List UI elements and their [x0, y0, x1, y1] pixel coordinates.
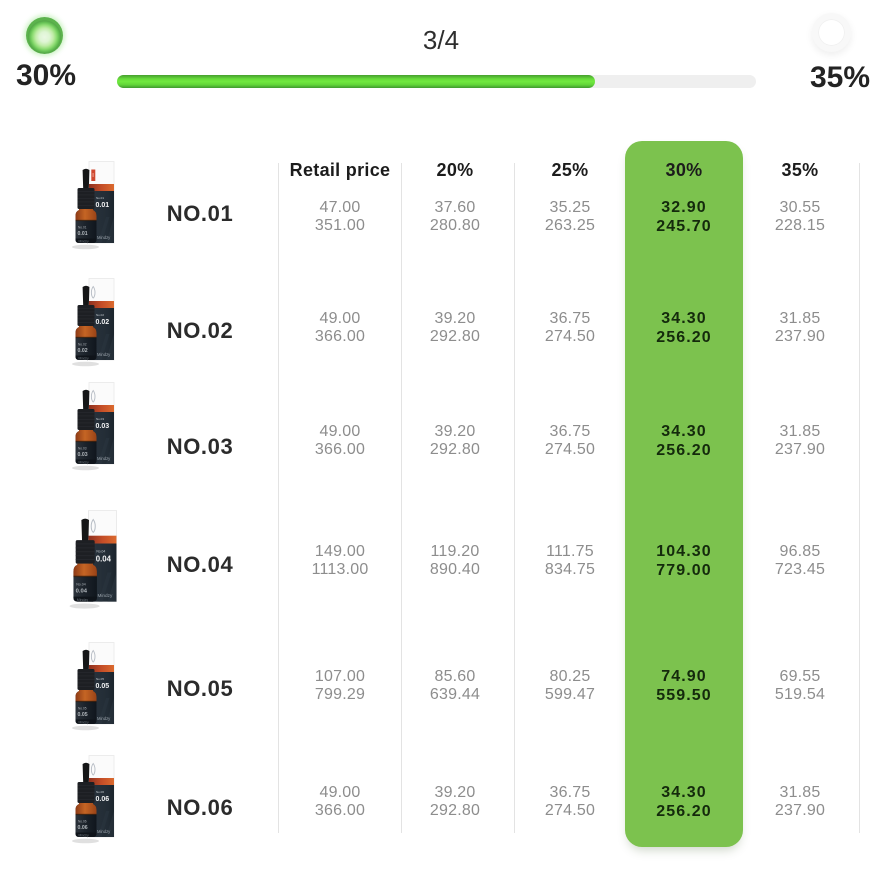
- svg-text:Mindzy: Mindzy: [97, 716, 111, 721]
- svg-text:Mindzy: Mindzy: [79, 834, 90, 838]
- svg-text:0.01: 0.01: [96, 202, 110, 209]
- svg-text:0.04: 0.04: [96, 554, 112, 563]
- svg-text:0.06: 0.06: [96, 796, 110, 803]
- svg-text:No.01: No.01: [96, 196, 104, 200]
- svg-text:No.06: No.06: [96, 790, 104, 794]
- svg-text:Mindzy: Mindzy: [97, 456, 111, 461]
- svg-text:Mindzy: Mindzy: [79, 721, 90, 725]
- svg-text:No.05: No.05: [78, 707, 87, 711]
- svg-text:No.03: No.03: [96, 417, 104, 421]
- svg-text:Mindzy: Mindzy: [79, 240, 90, 244]
- svg-text:0.01: 0.01: [78, 231, 88, 237]
- svg-text:No.04: No.04: [76, 582, 86, 586]
- svg-text:No.02: No.02: [96, 313, 104, 317]
- svg-text:0.02: 0.02: [78, 348, 88, 354]
- svg-text:Mindzy: Mindzy: [97, 593, 113, 598]
- svg-text:No.05: No.05: [96, 677, 104, 681]
- svg-text:0.04: 0.04: [76, 589, 88, 595]
- svg-text:No.01: No.01: [78, 226, 87, 230]
- svg-text:Mindzy: Mindzy: [77, 598, 89, 602]
- svg-text:0.02: 0.02: [96, 319, 110, 326]
- svg-text:Mindzy: Mindzy: [97, 829, 111, 834]
- svg-text:0.05: 0.05: [96, 683, 110, 690]
- svg-text:No.02: No.02: [78, 343, 87, 347]
- svg-text:Mindzy: Mindzy: [79, 461, 90, 465]
- svg-text:0.03: 0.03: [96, 423, 110, 430]
- svg-text:No.06: No.06: [78, 820, 87, 824]
- svg-text:No.04: No.04: [96, 549, 105, 553]
- svg-text:No.03: No.03: [78, 447, 87, 451]
- svg-text:0.05: 0.05: [78, 712, 88, 718]
- svg-text:Mindzy: Mindzy: [79, 357, 90, 361]
- svg-text:Mindzy: Mindzy: [97, 235, 111, 240]
- svg-text:0.03: 0.03: [78, 452, 88, 458]
- svg-text:Mindzy: Mindzy: [97, 352, 111, 357]
- svg-text:0.06: 0.06: [78, 825, 88, 831]
